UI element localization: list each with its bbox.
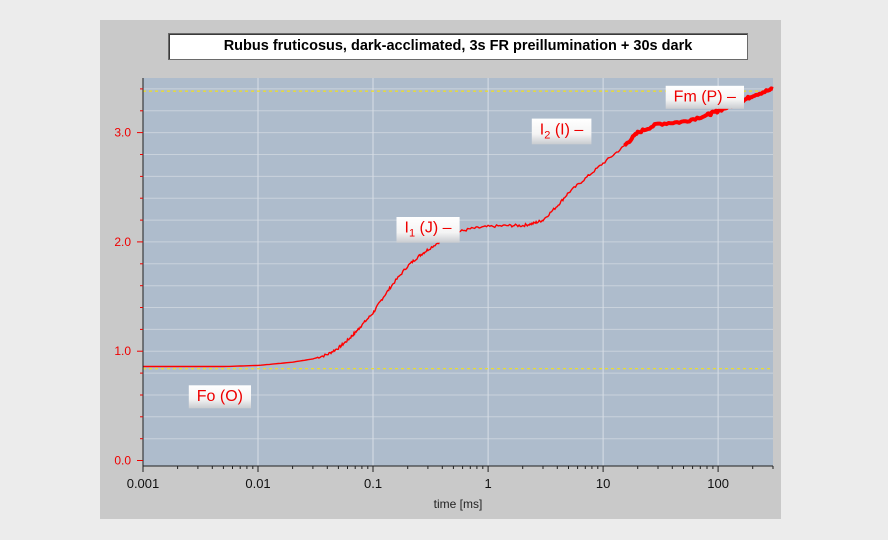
annotation-text: I1 (J) – bbox=[405, 220, 452, 240]
annotation-label: Fm (P) – bbox=[665, 85, 744, 109]
y-tick-label: 3.0 bbox=[114, 126, 131, 140]
x-tick-label: 0.1 bbox=[364, 476, 382, 491]
annotation-text: Fo (O) bbox=[197, 388, 243, 405]
annotation-label: I1 (J) – bbox=[396, 217, 460, 243]
x-tick-label: 10 bbox=[596, 476, 610, 491]
x-tick-label: 0.001 bbox=[127, 476, 160, 491]
y-tick-label: 1.0 bbox=[114, 344, 131, 358]
annotations: Fo (O) I1 (J) – I2 (I) – Fm (P) – bbox=[188, 85, 744, 409]
y-tick-label: 2.0 bbox=[114, 235, 131, 249]
y-tick-label: 0.0 bbox=[114, 454, 131, 468]
annotation-box bbox=[396, 217, 460, 243]
x-tick-label: 100 bbox=[707, 476, 729, 491]
x-axis-label: time [ms] bbox=[434, 497, 483, 511]
x-tick-label: 0.01 bbox=[245, 476, 270, 491]
axes: 0.0 1.0 2.0 3.0 0.001 0.01 0.1 1 10 100 bbox=[114, 78, 774, 491]
x-tick-label: 1 bbox=[484, 476, 491, 491]
chart-title: Rubus fruticosus, dark-acclimated, 3s FR… bbox=[168, 33, 748, 60]
series-layer bbox=[143, 86, 774, 368]
annotation-text: I2 (I) – bbox=[540, 122, 584, 142]
annotation-box bbox=[188, 385, 251, 409]
annotation-label: I2 (I) – bbox=[531, 118, 592, 145]
annotation-label: Fo (O) bbox=[188, 385, 251, 409]
annotation-box bbox=[531, 118, 592, 145]
annotation-text: Fm (P) – bbox=[674, 89, 736, 106]
annotation-box bbox=[665, 85, 744, 109]
series-noise-band bbox=[623, 86, 774, 148]
